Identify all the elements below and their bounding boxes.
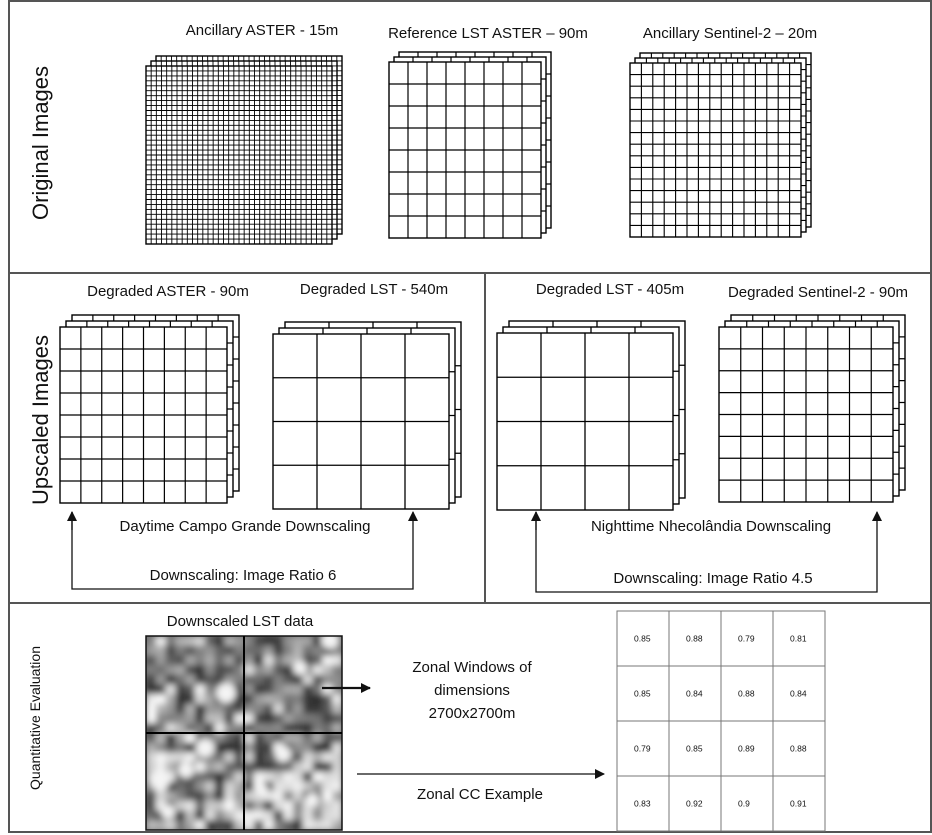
image-stacks — [59, 51, 906, 511]
cc-value-cell: 0.88 — [738, 689, 755, 699]
cc-value-cell: 0.92 — [686, 799, 703, 809]
ancillary-aster-15m-title: Ancillary ASTER - 15m — [186, 22, 339, 39]
ancillary-aster-15m-stack-layer — [145, 65, 333, 245]
cc-value-cell: 0.83 — [634, 799, 651, 809]
outer-frame — [8, 0, 932, 833]
cc-value-cell: 0.9 — [738, 799, 750, 809]
ancillary-sentinel-2-20m-title: Ancillary Sentinel-2 – 20m — [643, 25, 817, 42]
cc-value-cell: 0.85 — [634, 634, 651, 644]
cc-value-cell: 0.81 — [790, 634, 807, 644]
zonal-cc-example-label: Zonal CC Example — [417, 786, 543, 803]
degraded-aster-90m-title: Degraded ASTER - 90m — [87, 283, 249, 300]
ratio-bracket-left — [71, 511, 418, 590]
downscaled-lst-title: Downscaled LST data — [167, 613, 314, 630]
ratio-4-5-label: Downscaling: Image Ratio 4.5 — [613, 570, 812, 587]
cc-value-cell: 0.79 — [738, 634, 755, 644]
zonal-windows-label-line-3: 2700x2700m — [429, 705, 516, 722]
degraded-lst-540m-stack-layer — [272, 333, 450, 510]
zonal-cc-table: 0.85 0.88 0.79 0.81 0.85 0.84 0.88 0.84 0.79 0.85… — [616, 610, 826, 832]
cc-value-cell: 0.88 — [790, 744, 807, 754]
ancillary-sentinel-2-20m-stack-layer — [629, 62, 802, 238]
cc-value-cell: 0.88 — [686, 634, 703, 644]
degraded-sentinel-2-90m-stack — [718, 314, 906, 503]
degraded-lst-405m-stack-layer — [496, 332, 674, 511]
degraded-aster-90m-stack-layer — [59, 326, 228, 504]
zonal-windows-label-line-1: Zonal Windows of — [412, 659, 532, 676]
zonal-windows-label-line-2: dimensions — [434, 682, 510, 699]
cc-value-cell: 0.89 — [738, 744, 755, 754]
degraded-aster-90m-stack — [59, 314, 240, 504]
downscaled-lst-image — [146, 636, 342, 830]
ratio-bracket-right — [535, 511, 882, 593]
degraded-sentinel-2-90m-title: Degraded Sentinel-2 - 90m — [728, 284, 908, 301]
ratio-6-label: Downscaling: Image Ratio 6 — [150, 567, 337, 584]
ancillary-aster-15m-stack — [145, 55, 343, 245]
cc-value-cell: 0.85 — [634, 689, 651, 699]
cc-value-cell: 0.84 — [790, 689, 807, 699]
cc-value-cell: 0.79 — [634, 744, 651, 754]
reference-lst-aster-90m-title: Reference LST ASTER – 90m — [388, 25, 588, 42]
reference-lst-aster-90m-stack-layer — [388, 61, 542, 239]
reference-lst-aster-90m-stack — [388, 51, 552, 239]
degraded-lst-540m-stack — [272, 321, 462, 510]
degraded-lst-405m-title: Degraded LST - 405m — [536, 281, 684, 298]
cc-value-cell: 0.85 — [686, 744, 703, 754]
nighttime-nhecolandia-caption: Nighttime Nhecolândia Downscaling — [591, 518, 831, 535]
cc-value-cell: 0.84 — [686, 689, 703, 699]
degraded-sentinel-2-90m-stack-layer — [718, 326, 894, 503]
upscaled-images-heading: Upscaled Images — [28, 335, 53, 505]
daytime-campo-grande-caption: Daytime Campo Grande Downscaling — [120, 518, 371, 535]
degraded-lst-405m-stack — [496, 320, 686, 511]
original-images-heading: Original Images — [28, 66, 53, 220]
ancillary-sentinel-2-20m-stack — [629, 52, 812, 238]
quantitative-evaluation-heading: Quantitative Evaluation — [27, 646, 43, 790]
cc-value-cell: 0.91 — [790, 799, 807, 809]
degraded-lst-540m-title: Degraded LST - 540m — [300, 281, 448, 298]
